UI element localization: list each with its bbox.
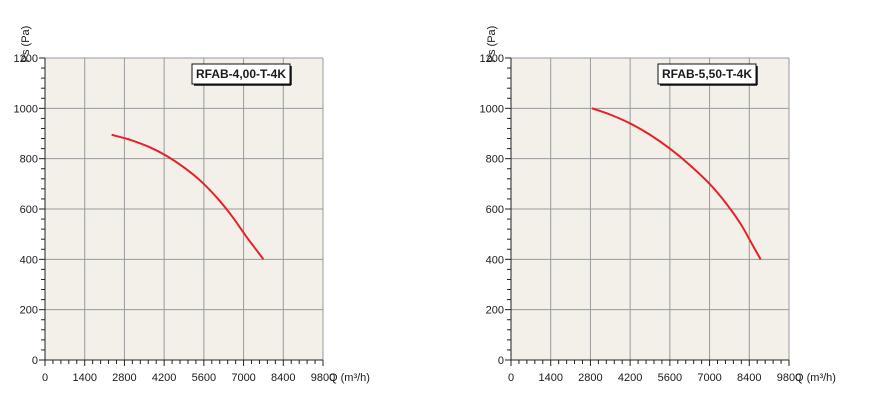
fan-curve-line: [111, 133, 265, 260]
x-tick-label: 4200: [152, 372, 176, 384]
x-tick-label: 8400: [271, 372, 295, 384]
x-tick-label: 8400: [737, 372, 761, 384]
y-tick-label: 0: [32, 355, 38, 367]
x-tick-label: 2800: [112, 372, 136, 384]
x-tick-label: 0: [42, 372, 48, 384]
x-tick-label: 5600: [658, 372, 682, 384]
x-tick-label: 9800: [311, 372, 335, 384]
model-label-box: [191, 63, 291, 85]
y-tick-label: 1000: [14, 103, 38, 115]
chart-1: 0 1400 2800 4200 5600 7000 8400 9800 0 200 400 600 8…: [14, 26, 370, 384]
y-tick-label: 200: [20, 305, 38, 317]
y-tick-label: 400: [486, 254, 504, 266]
y-tick-label: 600: [20, 204, 38, 216]
model-label: RFAB-4,00-T-4K: [196, 67, 286, 81]
x-axis-label: Q (m³/h): [329, 372, 370, 384]
y-tick-label: 1200: [14, 53, 38, 65]
x-tick-label: 4200: [618, 372, 642, 384]
y-tick-label: 1000: [480, 103, 504, 115]
y-tick-label: 800: [20, 154, 38, 166]
fan-curve-line: [591, 107, 762, 260]
y-axis-label: Ps (Pa): [486, 26, 498, 63]
x-tick-label: 5600: [192, 372, 216, 384]
model-label-box: [657, 63, 757, 85]
y-tick-label: 200: [486, 305, 504, 317]
x-tick-label: 9800: [777, 372, 801, 384]
y-tick-label: 600: [486, 204, 504, 216]
x-tick-label: 1400: [538, 372, 562, 384]
x-tick-label: 1400: [72, 372, 96, 384]
chart-2: 0 1400 2800 4200 5600 7000 8400 9800 0 200 400 600 8…: [480, 26, 836, 384]
x-tick-label: 2800: [578, 372, 602, 384]
x-axis-label: Q (m³/h): [795, 372, 836, 384]
y-axis-label: Ps (Pa): [20, 26, 32, 63]
model-label: RFAB-5,50-T-4K: [662, 67, 752, 81]
y-tick-label: 0: [498, 355, 504, 367]
y-tick-label: 1200: [480, 53, 504, 65]
y-tick-label: 800: [486, 154, 504, 166]
y-tick-label: 400: [20, 254, 38, 266]
x-tick-label: 7000: [697, 372, 721, 384]
x-tick-label: 0: [508, 372, 514, 384]
x-tick-label: 7000: [231, 372, 255, 384]
